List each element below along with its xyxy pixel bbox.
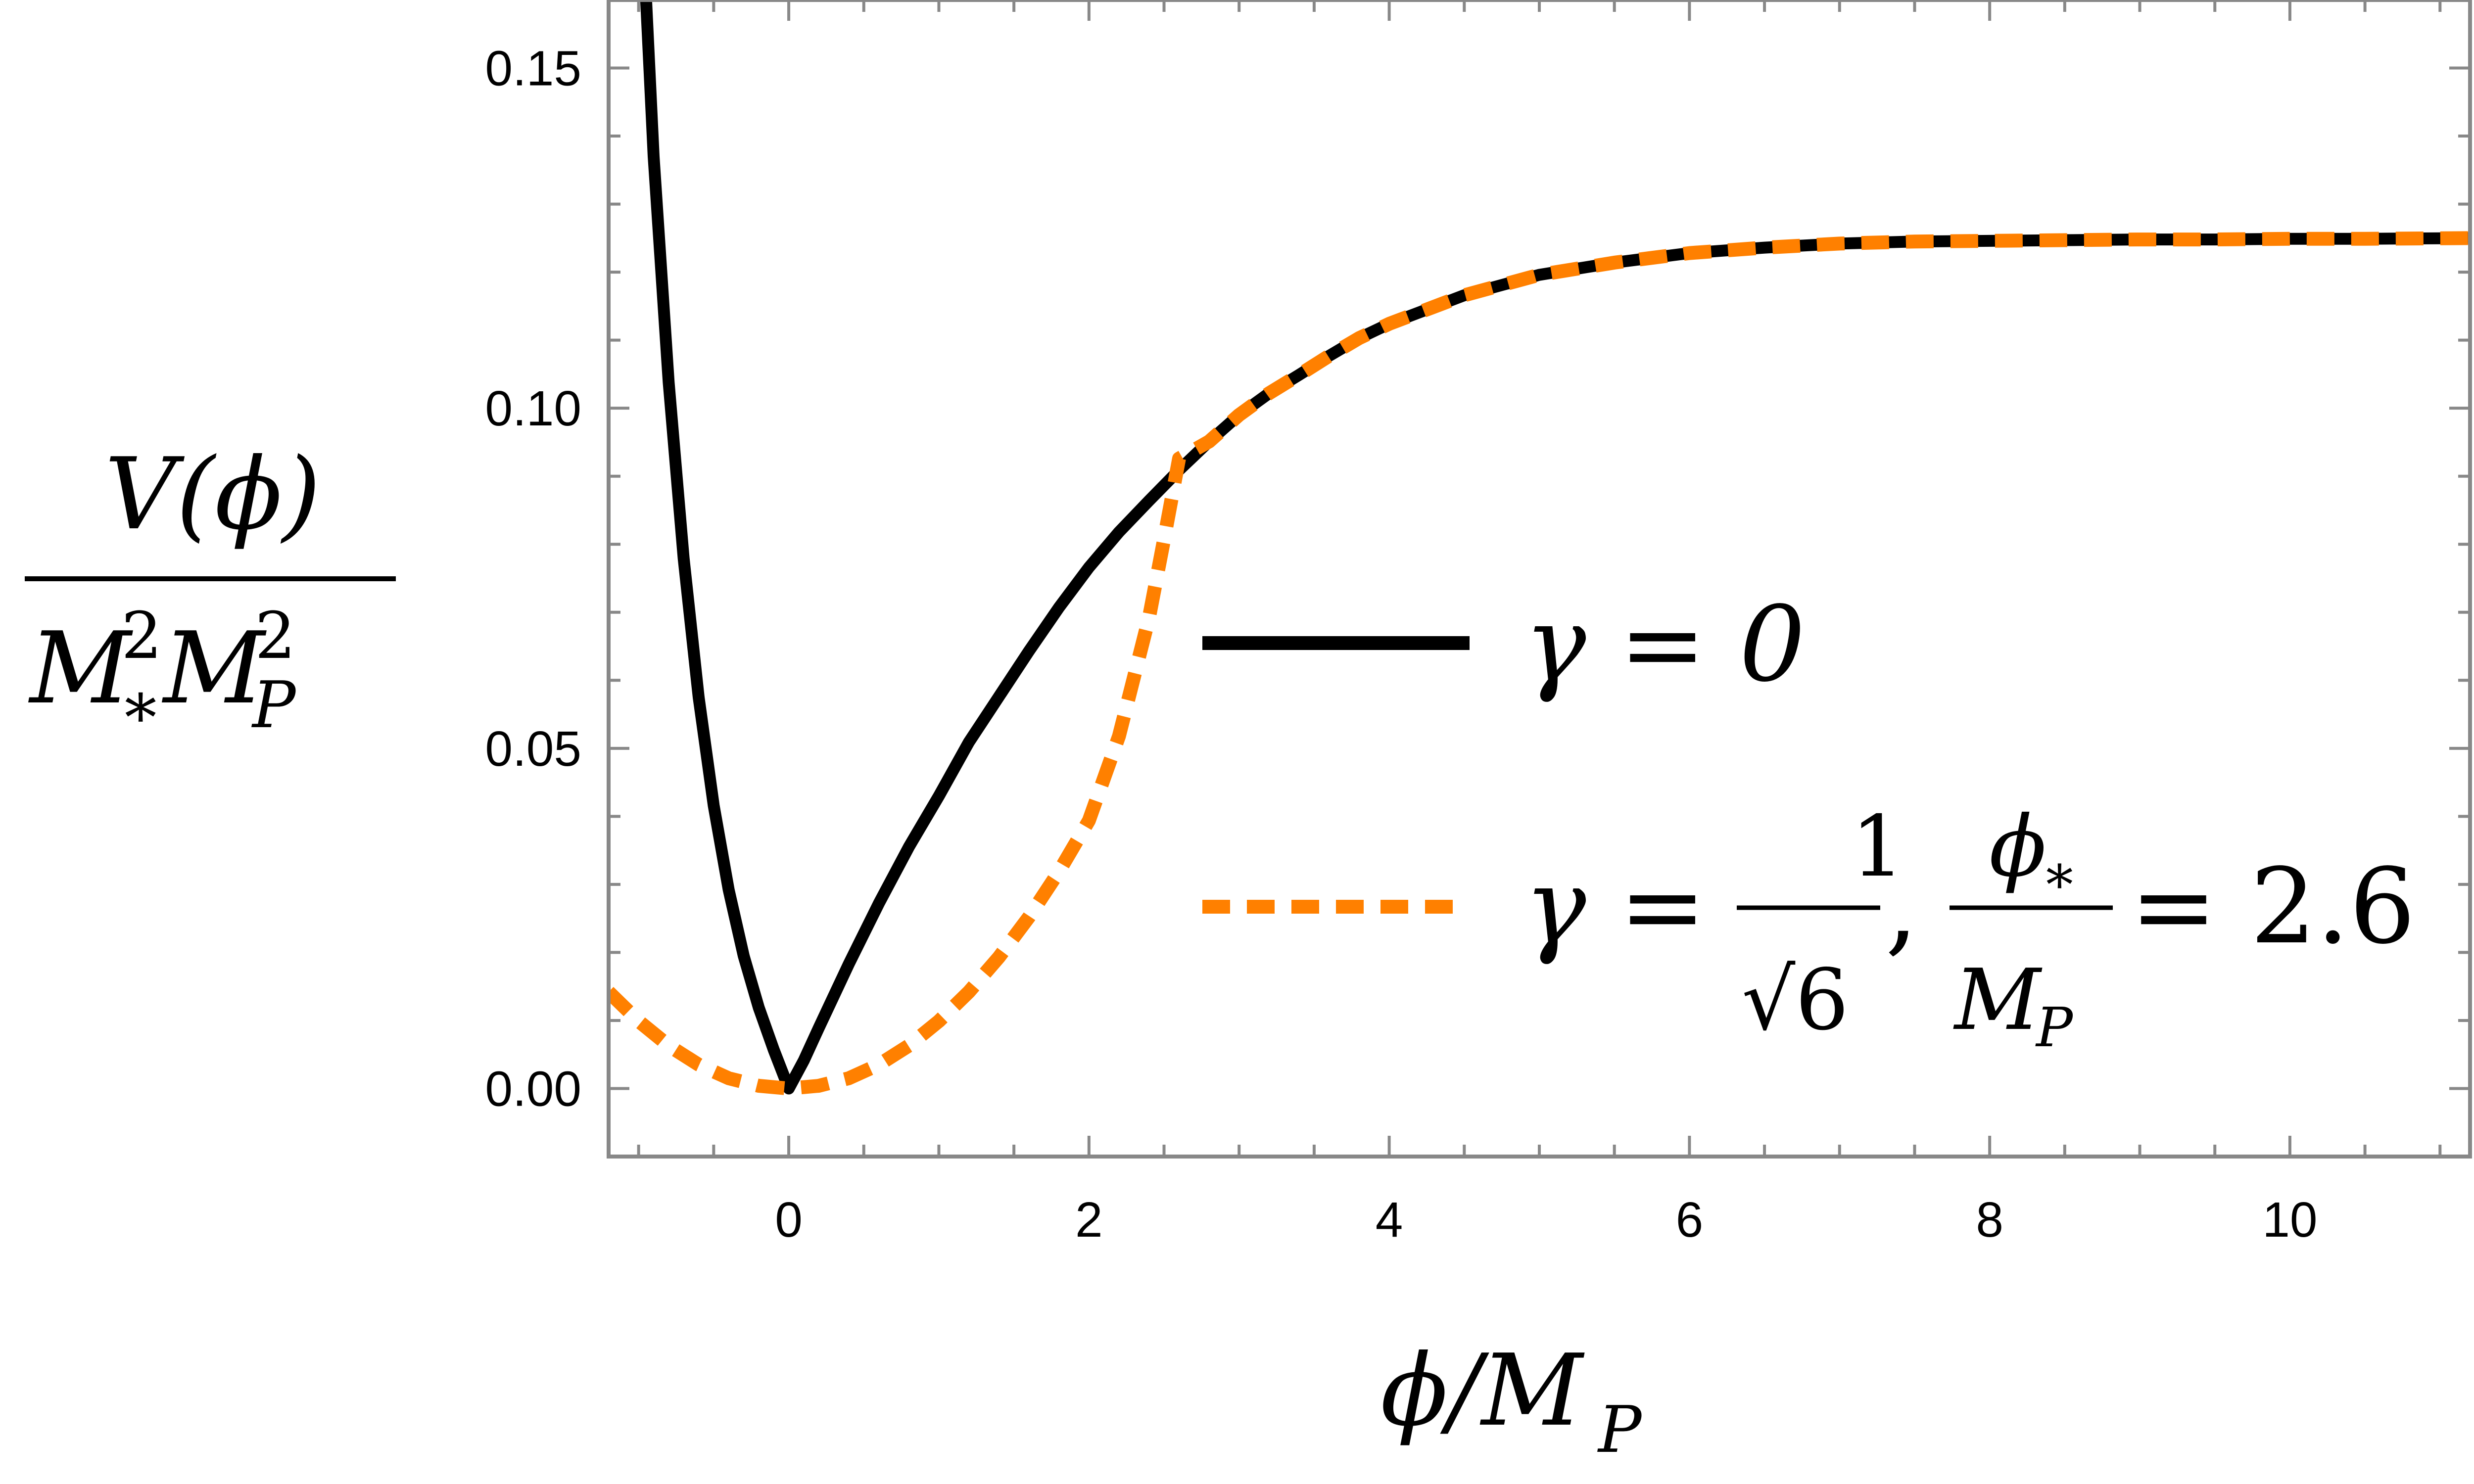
svg-text:V(ϕ): V(ϕ) (105, 437, 321, 552)
plot-area: 0 2 4 6 8 10 0.00 0.05 0.10 0.15 (485, 0, 2472, 1248)
svg-text:2: 2 (255, 598, 296, 673)
svg-text:1: 1 (1851, 798, 1904, 896)
svg-text:M: M (161, 611, 267, 726)
y-tick-label: 0.05 (485, 721, 581, 777)
svg-text:,: , (1885, 846, 1918, 967)
x-tick-label: 4 (1376, 1192, 1403, 1248)
y-axis-ticks: 0.00 0.05 0.10 0.15 (485, 0, 2470, 1158)
x-tick-label: 2 (1075, 1192, 1103, 1248)
svg-text:∗: ∗ (2041, 842, 2078, 906)
svg-text:√6: √6 (1742, 951, 1849, 1049)
series-line-2 (609, 231, 2470, 1096)
legend: γ = 0 γ = 1 √6 , ϕ ∗ M P = 2.6 (1202, 584, 2416, 1059)
x-tick-label: 10 (2262, 1192, 2317, 1248)
svg-text:= 2.6: = 2.6 (2130, 846, 2416, 967)
svg-text:ϕ: ϕ (1989, 798, 2046, 896)
series-layer (609, 0, 2470, 1096)
plot-frame (607, 0, 2472, 1159)
svg-text:2: 2 (121, 598, 162, 673)
x-tick-label: 0 (775, 1192, 803, 1248)
svg-text:P: P (2035, 996, 2074, 1059)
x-axis-ticks: 0 2 4 6 8 10 (637, 0, 2442, 1248)
svg-text:∗: ∗ (119, 667, 162, 742)
svg-text:M: M (1953, 951, 2043, 1049)
y-tick-label: 0.00 (485, 1061, 581, 1116)
y-tick-label: 0.15 (485, 41, 581, 96)
svg-text:γ = 0: γ = 0 (1524, 584, 1806, 705)
y-axis-label: V(ϕ) M 2 ∗ M 2 P (25, 437, 396, 742)
svg-text:P: P (251, 667, 297, 742)
x-tick-label: 8 (1976, 1192, 2003, 1248)
svg-text:ϕ/M: ϕ/M (1380, 1333, 1585, 1448)
svg-text:γ =: γ = (1524, 846, 1706, 967)
svg-text:M: M (28, 611, 133, 726)
x-tick-label: 6 (1676, 1192, 1704, 1248)
svg-text:P: P (1597, 1392, 1643, 1467)
x-axis-label: ϕ/M P (1380, 1333, 1643, 1467)
y-tick-label: 0.10 (485, 381, 581, 436)
